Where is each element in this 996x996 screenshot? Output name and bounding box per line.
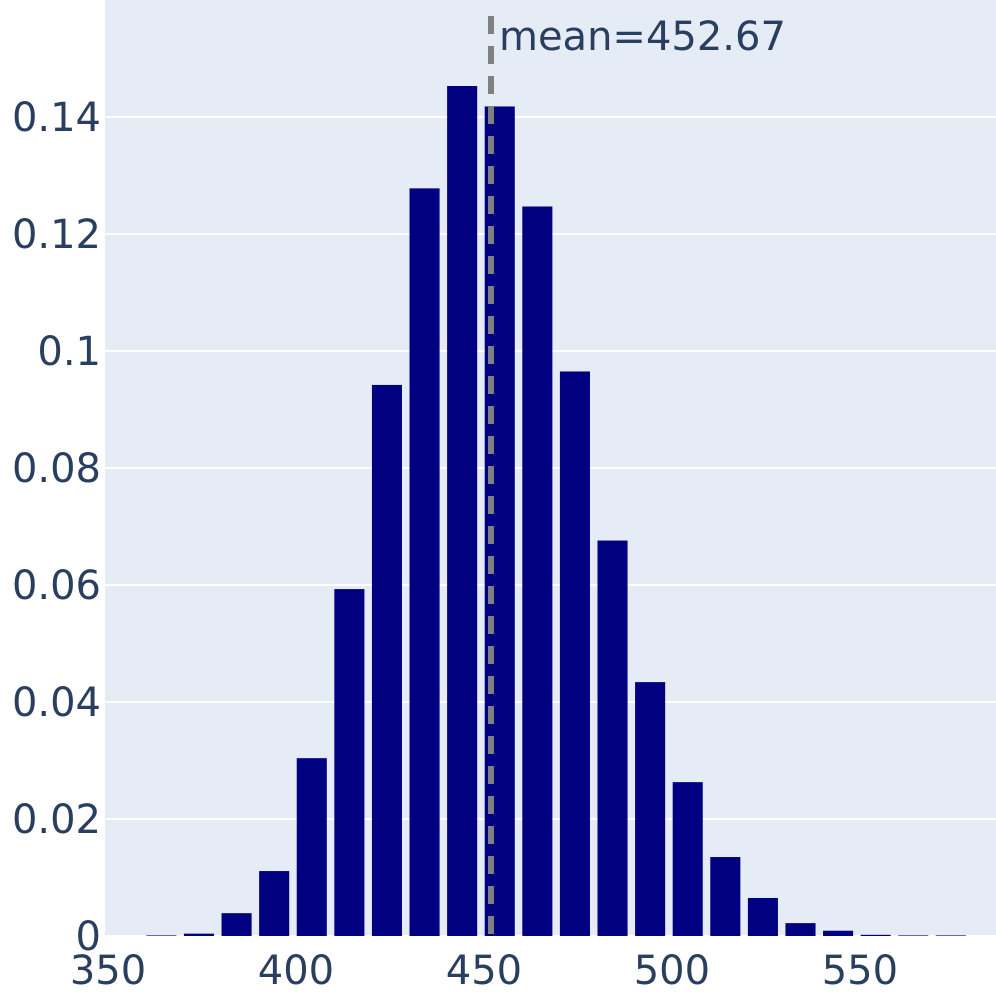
mean-marker: mean=452.67 [487,14,786,936]
histogram-bar [672,782,703,936]
x-tick-label: 400 [258,948,334,994]
x-tick-label: 500 [634,948,710,994]
bars [146,85,966,937]
y-tick-label: 0.1 [37,329,101,375]
histogram-bar [597,540,628,936]
histogram-bar [559,371,590,937]
histogram-bar [935,935,966,936]
histogram-bar [259,871,290,936]
y-tick-label: 0.02 [12,797,101,843]
histogram-bar [296,758,327,936]
histogram-bar [447,85,478,937]
y-tick-label: 0.08 [12,446,101,492]
x-axis: 350 400 450 500 550 [70,948,898,994]
histogram-bar [635,682,666,936]
histogram-bar [334,589,365,936]
x-tick-label: 450 [446,948,522,994]
y-tick-label: 0.14 [12,95,101,141]
y-tick-label: 0.06 [12,563,101,609]
y-tick-label: 0.04 [12,680,101,726]
histogram-bar [823,930,854,936]
x-tick-label: 550 [822,948,898,994]
histogram-bar [860,934,891,936]
mean-annotation: mean=452.67 [499,14,786,60]
histogram-bar [409,188,440,936]
histogram-bar [522,206,553,936]
histogram-bar [146,935,177,936]
histogram-bar [785,923,816,936]
x-tick-label: 350 [70,948,146,994]
y-tick-label: 0 [76,914,101,960]
histogram-bar [898,935,929,936]
y-axis: 0 0.02 0.04 0.06 0.08 0.1 0.12 0.14 [12,95,101,960]
histogram-bar [710,857,741,936]
y-tick-label: 0.12 [12,212,101,258]
histogram-bar [221,913,252,936]
histogram-bar [371,384,402,936]
histogram-bar [183,933,215,936]
histogram-bar [747,897,778,936]
